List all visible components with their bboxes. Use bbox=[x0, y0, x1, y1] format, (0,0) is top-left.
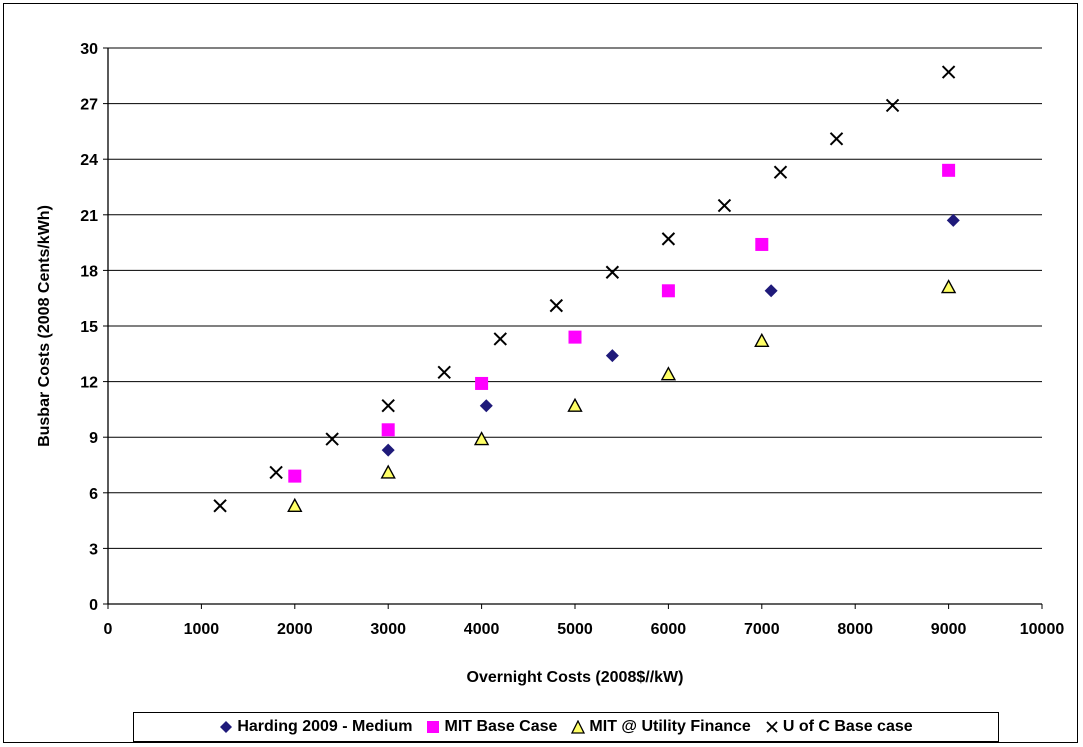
data-point-mit-utility bbox=[287, 497, 303, 512]
data-point-uofc bbox=[437, 365, 451, 380]
x-tick-label: 9000 bbox=[931, 621, 967, 638]
y-tick-label: 3 bbox=[89, 541, 98, 558]
y-tick-label: 6 bbox=[89, 486, 98, 503]
y-tick-label: 21 bbox=[80, 208, 98, 225]
data-point-harding bbox=[605, 349, 619, 363]
data-point-uofc bbox=[493, 332, 507, 346]
data-point-uofc bbox=[381, 398, 395, 413]
x-tick-label: 1000 bbox=[184, 621, 220, 638]
data-point-mit-base bbox=[661, 284, 675, 298]
data-point-mit-base bbox=[568, 330, 582, 344]
y-tick-label: 15 bbox=[80, 319, 98, 336]
data-point-mit-utility bbox=[473, 431, 490, 446]
x-tick-label: 3000 bbox=[370, 621, 406, 638]
legend-item-uofc: U of C Base case bbox=[765, 718, 913, 736]
y-tick-label: 0 bbox=[89, 597, 98, 614]
legend-item-harding: Harding 2009 - Medium bbox=[219, 718, 412, 736]
data-point-uofc bbox=[549, 298, 564, 313]
data-point-uofc bbox=[325, 432, 339, 446]
data-point-mit-base bbox=[288, 469, 302, 483]
x-marker-icon bbox=[766, 721, 778, 733]
data-point-mit-utility bbox=[660, 366, 677, 381]
tick-labels: 0 3 6 9 12 15 18 21 24 27 30 0 1000 2000 3000 4000 5000 6… bbox=[80, 41, 1064, 638]
x-tick-label: 10000 bbox=[1020, 621, 1065, 638]
data-point-uofc bbox=[773, 165, 788, 179]
triangle-marker-icon bbox=[571, 720, 586, 734]
diamond-marker-icon bbox=[220, 721, 233, 733]
data-point-uofc bbox=[717, 198, 732, 213]
data-point-harding bbox=[946, 213, 960, 227]
data-point-uofc bbox=[213, 499, 227, 513]
x-tick-label: 7000 bbox=[744, 621, 780, 638]
y-axis-title: Busbar Costs (2008 Cents/kWh) bbox=[36, 205, 53, 447]
data-point-mit-base bbox=[755, 237, 769, 251]
data-point-uofc bbox=[269, 465, 283, 480]
x-tick-label: 0 bbox=[104, 621, 113, 638]
data-points bbox=[213, 65, 960, 513]
data-point-uofc bbox=[941, 65, 956, 79]
data-point-uofc bbox=[885, 98, 900, 113]
y-tick-label: 27 bbox=[80, 97, 98, 114]
y-tick-label: 9 bbox=[89, 430, 98, 447]
y-tick-label: 24 bbox=[80, 152, 98, 169]
legend-label: U of C Base case bbox=[782, 718, 913, 735]
data-point-uofc bbox=[605, 265, 620, 279]
axes bbox=[103, 47, 1043, 609]
data-point-uofc bbox=[829, 132, 844, 146]
y-tick-label: 12 bbox=[80, 375, 98, 392]
data-point-mit-utility bbox=[754, 332, 770, 348]
data-point-harding bbox=[381, 443, 395, 457]
data-point-mit-base bbox=[942, 163, 956, 177]
x-tick-label: 5000 bbox=[557, 621, 593, 638]
legend-label: Harding 2009 - Medium bbox=[237, 718, 413, 735]
data-point-mit-utility bbox=[567, 397, 583, 412]
data-point-mit-utility bbox=[380, 464, 396, 479]
square-marker-icon bbox=[427, 721, 440, 733]
data-point-mit-utility bbox=[940, 279, 957, 294]
y-tick-label: 30 bbox=[80, 41, 98, 58]
legend: Harding 2009 - Medium MIT Base Case MIT … bbox=[133, 712, 999, 742]
y-tick-label: 18 bbox=[80, 263, 98, 280]
x-tick-label: 4000 bbox=[464, 621, 500, 638]
data-point-harding bbox=[764, 284, 778, 298]
legend-item-mit-base: MIT Base Case bbox=[426, 718, 557, 736]
x-axis-title: Overnight Costs (2008$//kW) bbox=[467, 669, 684, 686]
gridlines bbox=[108, 47, 1042, 549]
legend-item-mit-utility: MIT @ Utility Finance bbox=[571, 718, 751, 736]
x-tick-label: 2000 bbox=[277, 621, 313, 638]
data-point-harding bbox=[479, 399, 493, 413]
x-tick-label: 6000 bbox=[651, 621, 687, 638]
legend-label: MIT Base Case bbox=[444, 718, 558, 735]
chart-frame bbox=[3, 3, 1078, 743]
data-point-uofc bbox=[661, 232, 676, 246]
data-point-mit-base bbox=[475, 376, 489, 390]
x-tick-label: 8000 bbox=[837, 621, 873, 638]
data-point-mit-base bbox=[381, 423, 395, 437]
legend-label: MIT @ Utility Finance bbox=[589, 718, 751, 735]
